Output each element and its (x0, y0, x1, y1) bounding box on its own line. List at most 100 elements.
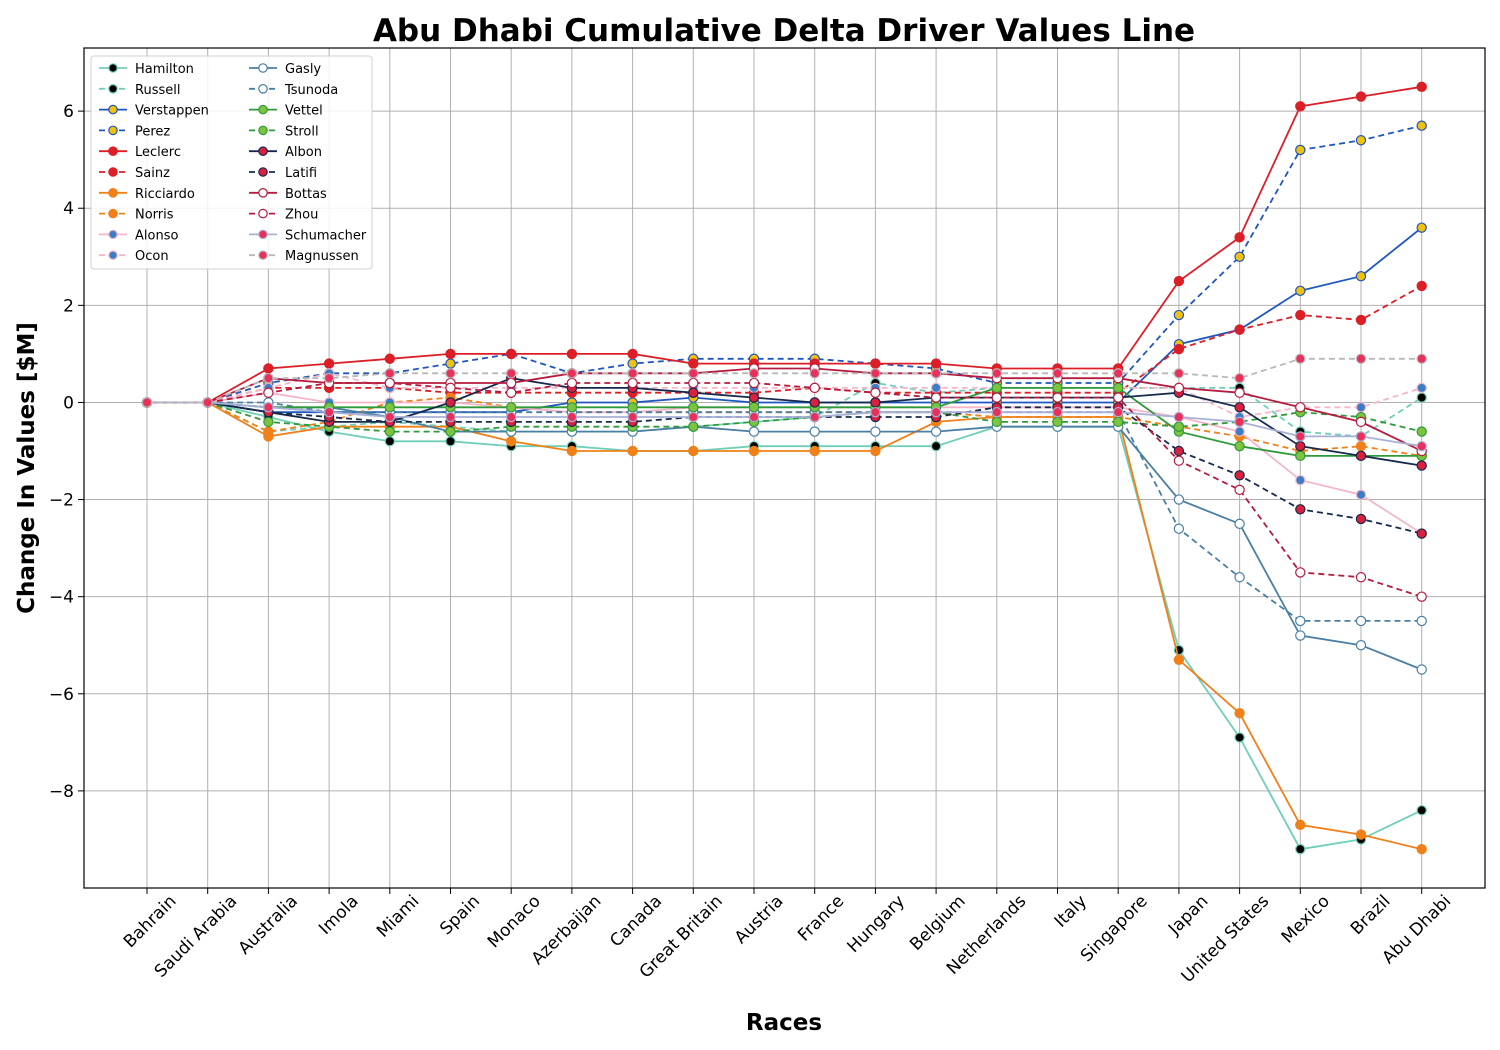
x-tick-label: Miami (373, 891, 423, 941)
x-tick-label: France (794, 891, 848, 945)
y-axis: −8 −6 −4 −2 0 2 4 6 (49, 102, 84, 802)
series-line-schumacher (147, 401, 1422, 448)
data-point-vettel (1052, 382, 1063, 394)
data-point-schumacher (1173, 411, 1185, 423)
data-point-zhou (627, 377, 638, 389)
y-tick-label: 6 (63, 102, 74, 122)
data-point-leclerc (323, 358, 335, 369)
data-point-bottas (1173, 382, 1185, 394)
legend-label: Gasly (285, 62, 321, 77)
legend-label: Leclerc (135, 145, 181, 160)
series-schumacher (141, 397, 1427, 452)
data-point-sainz (1295, 309, 1306, 321)
series-zhou (141, 377, 1427, 602)
data-point-stroll (445, 426, 456, 437)
data-point-ricciardo (870, 445, 881, 457)
series-line-latifi (147, 401, 1422, 535)
legend-marker (258, 188, 268, 198)
data-point-schumacher (1112, 406, 1124, 418)
data-point-alonso (1295, 474, 1306, 486)
x-tick-label: Bahrain (120, 891, 181, 952)
data-point-zhou (870, 387, 881, 398)
data-point-perez (1416, 120, 1427, 131)
legend-label: Schumacher (285, 228, 367, 243)
x-axis-label: Races (746, 1010, 822, 1036)
data-point-ricciardo (1355, 829, 1367, 840)
data-point-gasly (1173, 494, 1185, 505)
data-point-stroll (688, 421, 699, 432)
data-point-leclerc (566, 348, 578, 360)
data-point-leclerc (1355, 91, 1367, 102)
data-point-bottas (1295, 402, 1306, 413)
data-point-latifi (1355, 513, 1367, 525)
data-point-ricciardo (1416, 843, 1427, 855)
legend-label: Hamilton (135, 62, 194, 77)
data-point-bottas (1355, 416, 1367, 428)
legend-item-ricciardo: Ricciardo (99, 187, 195, 202)
data-point-albon (870, 397, 881, 408)
legend-label: Norris (135, 208, 174, 223)
series-magnussen (141, 353, 1427, 408)
data-point-hamilton (445, 436, 456, 447)
data-point-gasly (809, 426, 820, 437)
legend-label: Sainz (135, 166, 170, 181)
legend-marker (258, 250, 268, 260)
data-point-gasly (748, 426, 760, 437)
legend: Hamilton Russell Verstappen Perez Leclerc Sai… (90, 55, 373, 270)
data-point-magnussen (870, 368, 881, 379)
legend-marker (258, 63, 268, 73)
legend-marker (108, 229, 118, 240)
legend-item-hamilton: Hamilton (99, 62, 194, 77)
x-tick-label: Australia (235, 891, 302, 958)
series-leclerc (141, 81, 1427, 408)
data-point-magnussen (991, 368, 1003, 379)
series-line-vettel (147, 386, 1422, 457)
legend-label: Russell (135, 83, 180, 98)
data-point-zhou (1234, 484, 1245, 496)
data-point-gasly (870, 426, 881, 437)
data-point-magnussen (1416, 353, 1427, 364)
data-point-magnussen (1112, 368, 1124, 379)
data-point-schumacher (1416, 440, 1427, 452)
data-point-magnussen (202, 397, 213, 408)
legend-label: Stroll (285, 124, 319, 139)
legend-marker (108, 146, 118, 156)
y-tick-label: −8 (49, 782, 74, 802)
legend-label: Tsunoda (284, 83, 338, 98)
legend-box (90, 55, 373, 270)
x-tick-label: Italy (1051, 891, 1091, 931)
data-point-stroll (263, 416, 274, 428)
data-point-gasly (930, 426, 942, 437)
data-point-alonso (1234, 426, 1245, 437)
data-point-leclerc (1295, 101, 1306, 112)
legend-marker (108, 84, 118, 94)
y-axis-label: Change In Values [$M] (14, 322, 40, 614)
series-gasly (141, 397, 1427, 675)
legend-item-tsunoda: Tsunoda (249, 83, 338, 98)
x-tick-label: Monaco (484, 891, 545, 952)
series-ocon (141, 368, 1427, 423)
data-point-magnussen (566, 368, 578, 379)
legend-item-russell: Russell (99, 83, 180, 98)
data-point-zhou (748, 377, 760, 389)
data-point-zhou (1052, 392, 1063, 403)
data-point-ricciardo (566, 445, 578, 457)
data-point-latifi (1234, 470, 1245, 481)
legend-label: Verstappen (135, 104, 209, 119)
legend-item-schumacher: Schumacher (249, 228, 367, 243)
x-tick-label: Mexico (1278, 891, 1334, 947)
data-point-magnussen (930, 368, 942, 379)
legend-marker (108, 188, 118, 198)
x-tick-label: Imola (315, 891, 362, 938)
legend-item-ocon: Ocon (99, 249, 169, 264)
legend-label: Alonso (135, 228, 178, 243)
series-line-magnussen (147, 357, 1422, 404)
series-line-bottas (147, 367, 1423, 452)
legend-label: Bottas (285, 187, 327, 202)
x-tick-label: Canada (606, 891, 666, 951)
data-point-vettel (1295, 450, 1306, 462)
data-point-zhou (991, 392, 1003, 403)
data-point-zhou (566, 377, 578, 389)
data-point-norris (1355, 440, 1367, 452)
